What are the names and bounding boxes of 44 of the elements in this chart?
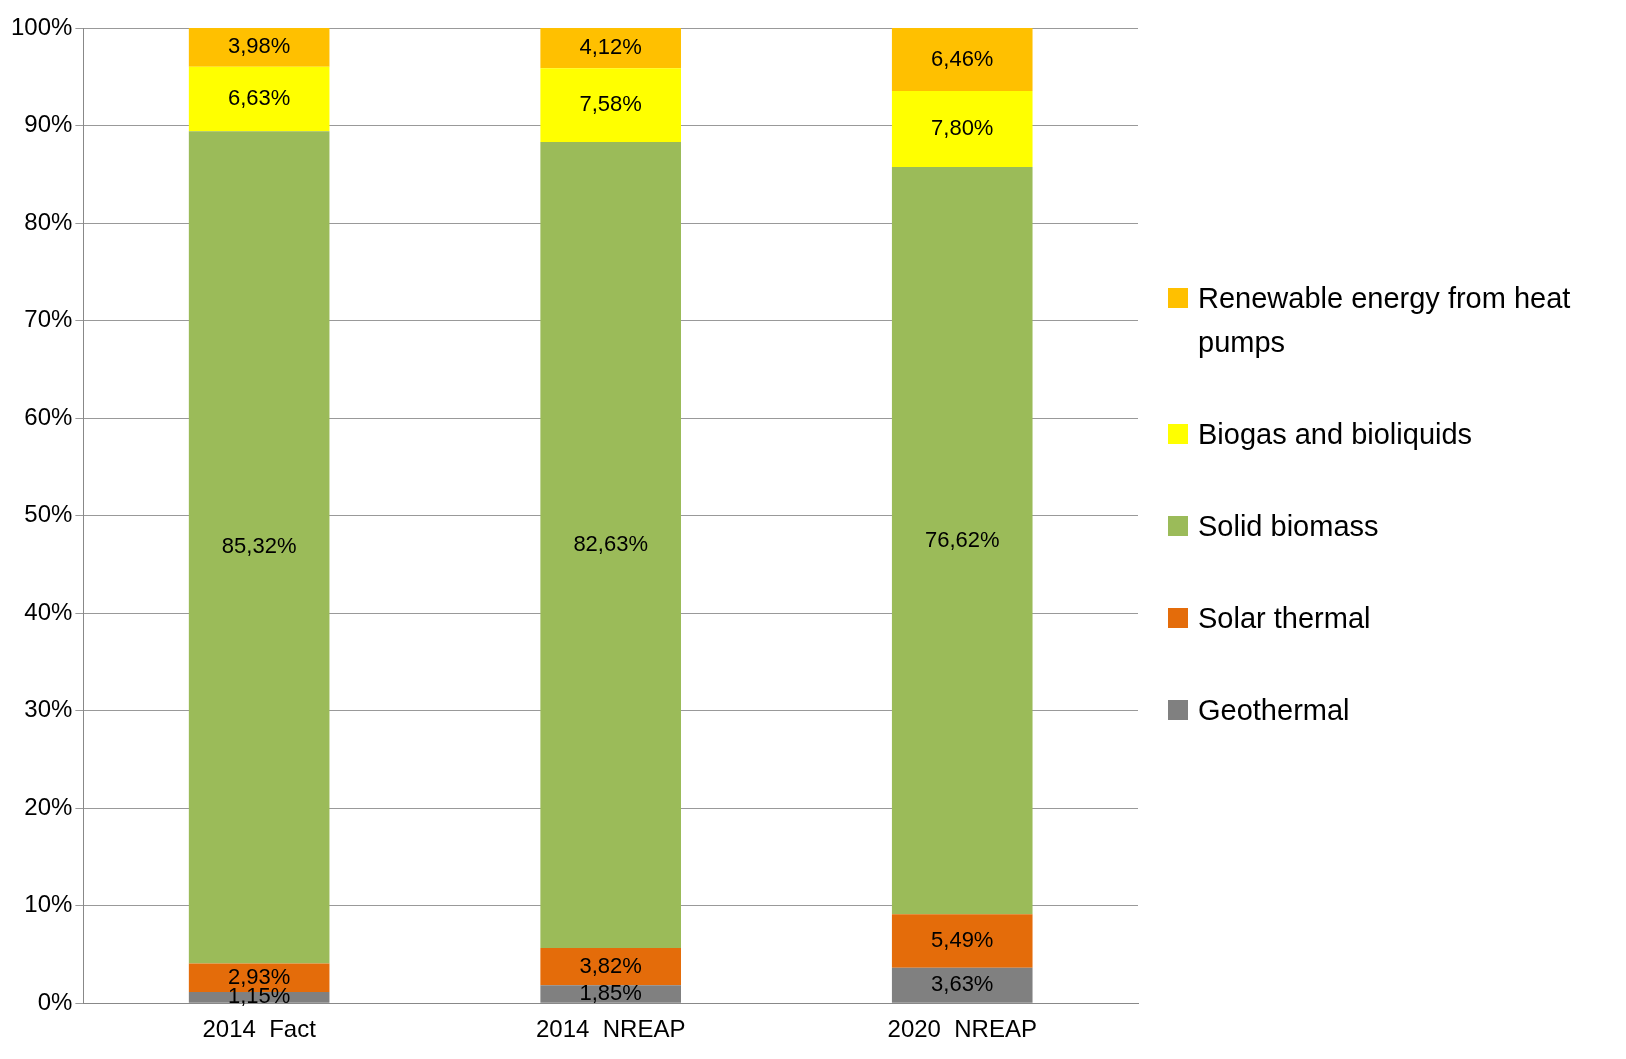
y-tick-label: 0% [37, 987, 73, 1015]
y-tick-label: 40% [24, 597, 73, 625]
bar [891, 28, 1033, 91]
data-label: 6,46% [931, 45, 994, 71]
bar [540, 142, 681, 948]
y-tick-label: 10% [24, 890, 73, 918]
legend-label: Solid biomass [1198, 509, 1379, 544]
data-label: 3,82% [579, 952, 642, 978]
y-tick-label: 100% [10, 12, 73, 40]
bar [891, 91, 1033, 168]
bar [540, 947, 681, 986]
bar [891, 914, 1033, 968]
data-label: 76,62% [924, 526, 1000, 552]
y-tick-label: 50% [24, 500, 73, 528]
data-label: 6,63% [227, 85, 291, 111]
bar [540, 68, 681, 143]
legend-label: Renewable energy from heat pumps [1198, 281, 1572, 360]
data-label: 82,63% [573, 531, 648, 557]
data-label: 85,32% [221, 533, 297, 559]
y-tick-label: 60% [24, 402, 73, 430]
y-tick-label: 70% [24, 305, 73, 333]
data-label: 1,85% [579, 979, 642, 1005]
bar [891, 167, 1033, 915]
data-label: 2,93% [227, 963, 291, 989]
data-label: 7,58% [579, 91, 642, 117]
data-label: 4,12% [579, 34, 642, 60]
legend-label: Solar thermal [1198, 601, 1371, 636]
x-tick-label: 2014 NREAP [535, 1015, 686, 1043]
y-tick-label: 30% [24, 695, 73, 723]
bar [188, 66, 330, 132]
x-tick-label: 2020 NREAP [887, 1015, 1037, 1043]
y-tick-label: 20% [24, 792, 73, 820]
y-tick-label: 90% [24, 110, 73, 138]
y-tick-label: 80% [24, 207, 73, 235]
bar [188, 131, 330, 964]
bar [540, 28, 681, 69]
data-label: 5,49% [931, 927, 994, 953]
bar [188, 28, 330, 67]
x-tick-label: 2014 Fact [202, 1015, 317, 1043]
data-label: 7,80% [931, 115, 994, 141]
legend-label: Geothermal [1198, 693, 1350, 728]
data-label: 3,98% [227, 33, 291, 59]
data-label: 3,63% [931, 971, 994, 997]
legend-label: Biogas and bioliquids [1198, 417, 1473, 452]
